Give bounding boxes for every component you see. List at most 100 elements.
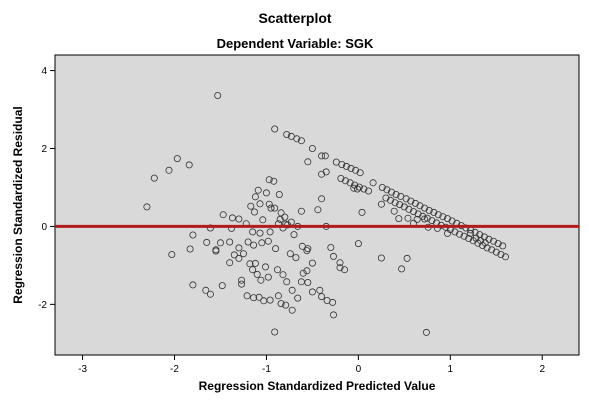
data-point bbox=[369, 179, 377, 187]
chart-title: Scatterplot bbox=[258, 10, 331, 26]
y-tick-label: 0 bbox=[41, 222, 47, 233]
data-point bbox=[400, 203, 408, 211]
x-tick-label: 2 bbox=[539, 364, 545, 375]
data-point bbox=[355, 183, 363, 191]
x-tick-label: 1 bbox=[448, 364, 454, 375]
data-point bbox=[266, 296, 274, 304]
data-point bbox=[336, 264, 344, 272]
data-point bbox=[329, 252, 337, 260]
data-point bbox=[214, 92, 222, 100]
data-point bbox=[413, 215, 421, 223]
data-point bbox=[256, 229, 264, 237]
data-point bbox=[265, 200, 273, 208]
data-point bbox=[290, 231, 298, 239]
data-point bbox=[338, 160, 346, 168]
data-point bbox=[460, 232, 468, 240]
data-point bbox=[143, 203, 151, 211]
data-point bbox=[293, 135, 301, 143]
data-point bbox=[465, 234, 473, 242]
data-point bbox=[318, 293, 326, 301]
data-point bbox=[264, 273, 272, 281]
data-point bbox=[250, 241, 258, 249]
data-point bbox=[226, 259, 234, 267]
data-point bbox=[271, 125, 279, 133]
data-point bbox=[421, 215, 429, 223]
data-point bbox=[216, 239, 224, 247]
data-point bbox=[346, 179, 354, 187]
data-point bbox=[448, 217, 456, 225]
data-point bbox=[255, 293, 263, 301]
data-point bbox=[219, 211, 227, 219]
data-point bbox=[253, 270, 261, 278]
data-point bbox=[212, 247, 220, 255]
data-point bbox=[235, 244, 243, 252]
data-point bbox=[275, 190, 283, 198]
data-point bbox=[354, 240, 362, 248]
data-point bbox=[377, 254, 385, 262]
data-point bbox=[288, 306, 296, 314]
data-point bbox=[239, 250, 247, 258]
data-point bbox=[259, 216, 267, 224]
data-point bbox=[321, 152, 329, 160]
data-point bbox=[249, 228, 257, 236]
y-tick-label: 4 bbox=[41, 66, 47, 77]
data-point bbox=[250, 208, 258, 216]
data-point bbox=[304, 245, 312, 253]
data-point bbox=[264, 237, 272, 245]
data-point bbox=[316, 286, 324, 294]
data-point bbox=[189, 281, 197, 289]
data-point bbox=[266, 228, 274, 236]
data-point bbox=[308, 144, 316, 152]
data-point bbox=[226, 238, 234, 246]
data-point bbox=[314, 206, 322, 214]
data-point bbox=[341, 266, 349, 274]
data-point bbox=[203, 238, 211, 246]
data-point bbox=[499, 242, 507, 250]
x-axis-title: Regression Standardized Predicted Value bbox=[199, 379, 436, 393]
data-point bbox=[251, 193, 259, 201]
y-axis: -2 0 2 4 bbox=[38, 66, 55, 311]
data-point bbox=[329, 298, 337, 306]
data-point bbox=[416, 202, 424, 210]
x-tick-label: -1 bbox=[262, 364, 271, 375]
data-point bbox=[342, 162, 350, 170]
data-point bbox=[434, 211, 442, 219]
data-point bbox=[409, 208, 417, 216]
data-point bbox=[257, 276, 265, 284]
y-tick-label: 2 bbox=[41, 144, 47, 155]
data-point bbox=[443, 229, 451, 237]
data-point bbox=[358, 208, 366, 216]
data-point bbox=[256, 200, 264, 208]
data-point bbox=[404, 214, 412, 222]
data-point bbox=[281, 213, 289, 221]
data-point bbox=[477, 236, 485, 244]
data-point bbox=[150, 174, 158, 182]
data-point bbox=[202, 286, 210, 294]
data-point bbox=[271, 204, 279, 212]
scatter-points bbox=[143, 92, 509, 336]
data-point bbox=[403, 254, 411, 262]
data-point bbox=[247, 202, 255, 210]
data-point bbox=[390, 207, 398, 215]
data-point bbox=[282, 301, 290, 309]
plot-area bbox=[54, 54, 580, 356]
data-point bbox=[439, 213, 447, 221]
data-point bbox=[251, 259, 259, 267]
data-point bbox=[186, 245, 194, 253]
data-point bbox=[294, 294, 302, 302]
data-point bbox=[337, 174, 345, 182]
data-point bbox=[347, 164, 355, 172]
data-point bbox=[271, 328, 279, 336]
data-point bbox=[383, 186, 391, 194]
data-point bbox=[283, 278, 291, 286]
data-point bbox=[485, 235, 493, 243]
data-point bbox=[304, 158, 312, 166]
y-tick-label: -2 bbox=[38, 300, 47, 311]
data-point bbox=[283, 130, 291, 138]
data-point bbox=[243, 292, 251, 300]
data-point bbox=[318, 170, 326, 178]
data-point bbox=[466, 229, 474, 237]
data-point bbox=[250, 294, 258, 302]
data-point bbox=[353, 185, 361, 193]
